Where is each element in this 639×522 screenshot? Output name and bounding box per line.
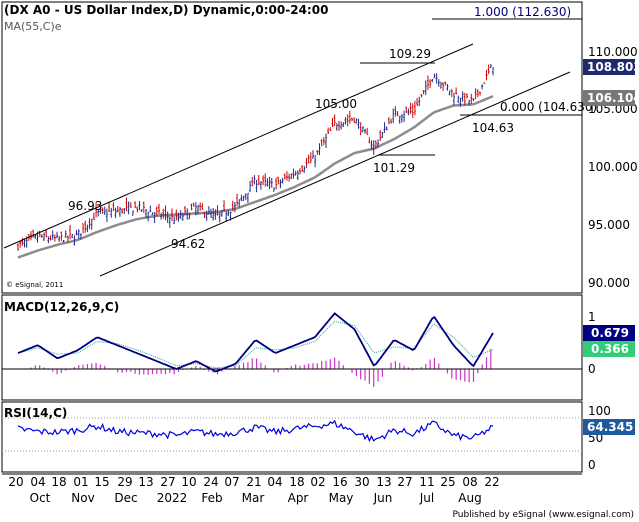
price-panel: (DX A0 - US Dollar Index,D) Dynamic,0:00… <box>1 1 639 294</box>
annot-94-62: 94.62 <box>171 237 205 251</box>
annot-109-29: 109.29 <box>389 47 431 61</box>
rsi-panel-frame <box>1 401 583 473</box>
x-day-label: 20 <box>8 475 23 489</box>
rsi-line <box>17 419 494 443</box>
x-month-label: Feb <box>201 491 222 505</box>
footer-text: Published by eSignal (www.esignal.com) <box>452 510 634 520</box>
annot-104-63: 104.63 <box>472 121 514 135</box>
signal-line <box>17 320 494 369</box>
price-y-tick-110: 110.000 <box>588 45 638 59</box>
macd-y-tick-0: 0 <box>588 362 596 376</box>
price-candles-group <box>17 63 494 251</box>
x-day-label: 27 <box>397 475 412 489</box>
channel-upper-line <box>3 43 474 249</box>
x-month-label: Nov <box>71 491 94 505</box>
signal-badge-bg <box>583 341 635 357</box>
signal-badge: 0.366 <box>591 342 629 356</box>
ma55-line <box>17 95 494 259</box>
x-day-label: 08 <box>462 475 477 489</box>
macd-title: MACD(12,26,9,C) <box>4 300 119 314</box>
ma-label: MA(55,C)e <box>4 20 62 33</box>
last-price-badge-bg <box>583 59 635 75</box>
x-month-label: Apr <box>288 491 309 505</box>
price-ma-group <box>17 95 494 259</box>
annot-101-29: 101.29 <box>373 161 415 175</box>
x-day-label: 11 <box>419 475 434 489</box>
price-panel-frame <box>1 1 583 294</box>
x-day-label: 30 <box>354 475 369 489</box>
macd-badge-bg <box>583 325 635 341</box>
macd-line <box>17 312 494 373</box>
x-day-label: 18 <box>289 475 304 489</box>
x-day-label: 18 <box>51 475 66 489</box>
x-day-label: 04 <box>30 475 45 489</box>
watermark: © eSignal, 2011 <box>6 281 63 289</box>
x-month-label: 2022 <box>157 491 188 505</box>
x-day-label: 04 <box>267 475 282 489</box>
x-day-label: 13 <box>138 475 153 489</box>
macd-histogram-group <box>17 349 492 387</box>
x-day-label: 27 <box>160 475 175 489</box>
x-day-label: 07 <box>224 475 239 489</box>
x-day-label: 10 <box>181 475 196 489</box>
ma-badge: 106.104 <box>587 91 639 105</box>
x-day-label: 25 <box>440 475 455 489</box>
macd-y-tick-1: 1 <box>588 310 596 324</box>
x-axis: 20 04 18 01 15 29 13 27 10 24 07 21 04 18 02 16 30 13 27 11… <box>2 473 582 505</box>
last-price-badge: 108.803 <box>587 60 639 74</box>
x-month-label: Jun <box>373 491 393 505</box>
x-day-label: 15 <box>94 475 109 489</box>
macd-panel: MACD(12,26,9,C) 1 0 0.679 0.366 <box>1 294 635 401</box>
x-month-label: Aug <box>458 491 481 505</box>
rsi-panel: RSI(14,C) 100 50 0 64.345 <box>1 401 635 473</box>
x-day-label: 02 <box>310 475 325 489</box>
x-day-label: 01 <box>73 475 88 489</box>
x-day-label: 24 <box>203 475 218 489</box>
fib-mid-label: 0.000 (104.630) <box>500 100 597 114</box>
rsi-title: RSI(14,C) <box>4 406 67 420</box>
rsi-badge: 64.345 <box>587 420 633 434</box>
fib-top-label: 1.000 (112.630) <box>474 5 571 19</box>
price-title: (DX A0 - US Dollar Index,D) Dynamic,0:00… <box>4 3 328 17</box>
x-day-label: 16 <box>332 475 347 489</box>
macd-badge: 0.679 <box>591 326 629 340</box>
rsi-lines-group <box>17 419 494 443</box>
x-day-label: 29 <box>117 475 132 489</box>
rsi-y-tick-0: 0 <box>588 458 596 472</box>
price-y-tick-95: 95.000 <box>588 218 630 232</box>
x-month-label: Dec <box>114 491 137 505</box>
x-month-label: Mar <box>242 491 265 505</box>
annot-105-00: 105.00 <box>315 97 357 111</box>
x-day-label: 22 <box>484 475 499 489</box>
macd-lines-group <box>17 312 494 373</box>
annot-96-93: 96.93 <box>68 199 102 213</box>
price-y-tick-100: 100.000 <box>588 160 638 174</box>
x-month-label: Oct <box>30 491 51 505</box>
rsi-badge-bg <box>583 419 635 435</box>
x-month-label: Jul <box>419 491 434 505</box>
rsi-y-tick-100: 100 <box>588 404 611 418</box>
ma-badge-bg <box>583 90 635 106</box>
channel-lower-line <box>99 71 571 277</box>
x-day-label: 21 <box>246 475 261 489</box>
x-month-label: May <box>329 491 354 505</box>
price-y-tick-90: 90.000 <box>588 276 630 290</box>
x-day-label: 13 <box>376 475 391 489</box>
